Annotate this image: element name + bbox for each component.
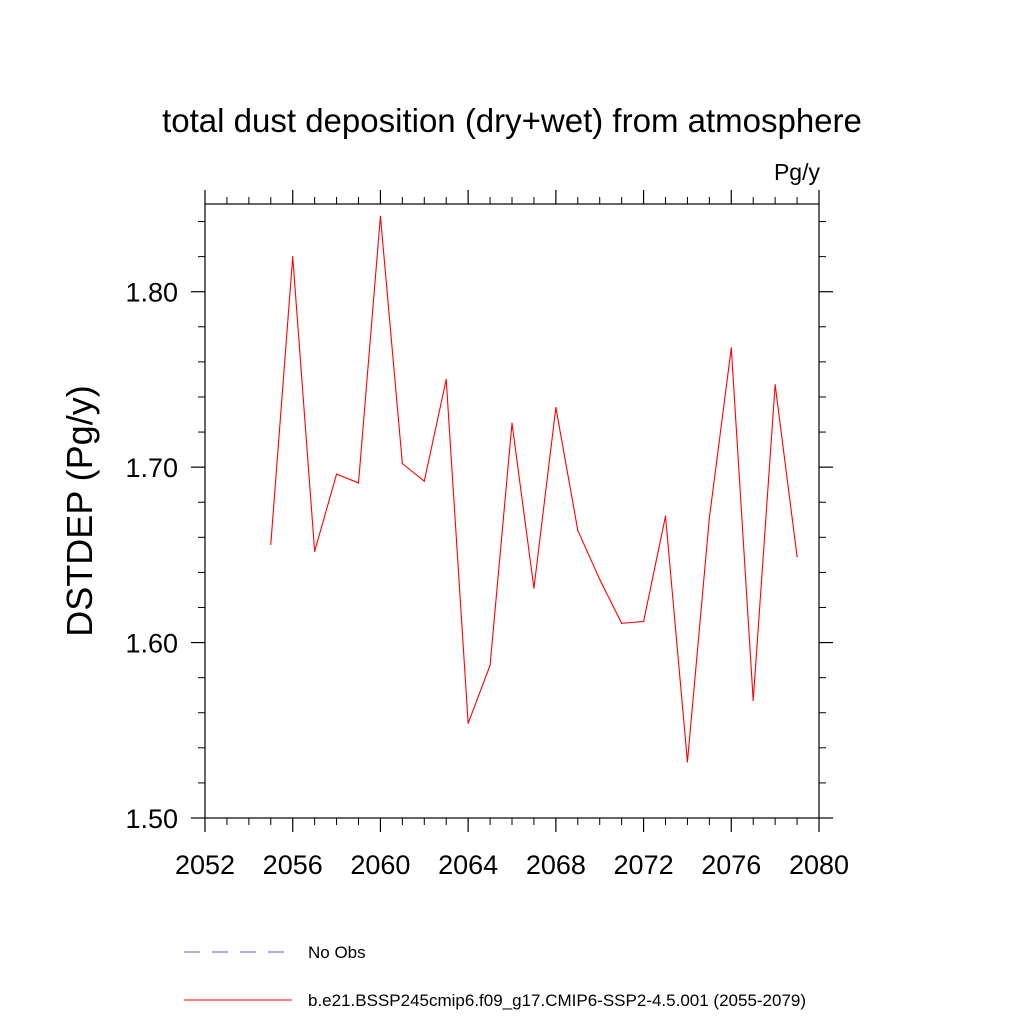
data-point: [357, 482, 360, 484]
data-point: [379, 215, 382, 217]
data-point: [445, 378, 447, 381]
data-point: [686, 761, 689, 763]
data-point: [423, 480, 425, 482]
x-tick-label: 2056: [263, 850, 323, 880]
data-point: [401, 463, 403, 465]
data-point: [555, 406, 557, 409]
data-point: [314, 550, 316, 552]
data-point: [577, 529, 579, 531]
data-point: [752, 699, 754, 702]
y-tick-label: 1.60: [125, 629, 178, 659]
chart-title: total dust deposition (dry+wet) from atm…: [162, 102, 862, 139]
y-axis-label: DSTDEP (Pg/y): [59, 385, 100, 636]
data-point: [511, 422, 513, 424]
x-tick-label: 2076: [701, 850, 761, 880]
data-point: [599, 578, 601, 581]
y-tick-label: 1.80: [125, 278, 178, 308]
x-tick-label: 2052: [175, 850, 235, 880]
data-point: [621, 622, 623, 624]
major-ticks: [191, 190, 833, 832]
plot-frame: [204, 203, 820, 819]
series-layer: [270, 215, 798, 763]
data-point: [292, 256, 294, 258]
data-point: [533, 587, 535, 589]
x-tick-label: 2064: [438, 850, 498, 880]
data-point: [730, 347, 732, 349]
data-point: [664, 515, 667, 517]
data-point: [270, 543, 272, 545]
series-line-1: [270, 216, 798, 762]
x-tick-label: 2060: [350, 850, 410, 880]
y-tick-label: 1.50: [125, 804, 178, 834]
data-point: [642, 620, 645, 623]
data-point: [467, 722, 469, 724]
data-point: [489, 664, 491, 666]
legend: No Obs b.e21.BSSP245cmip6.f09_g17.CMIP6-S…: [184, 943, 806, 1010]
legend-label-1: b.e21.BSSP245cmip6.f09_g17.CMIP6-SSP2-4.…: [308, 991, 806, 1010]
x-tick-label: 2072: [614, 850, 674, 880]
data-point: [796, 556, 798, 558]
legend-label-0: No Obs: [308, 943, 366, 962]
data-point: [335, 473, 338, 475]
x-tick-label: 2068: [526, 850, 586, 880]
x-tick-label: 2080: [789, 850, 849, 880]
data-point: [708, 517, 710, 519]
minor-ticks: [198, 197, 826, 825]
y-tick-label: 1.70: [125, 453, 178, 483]
units-label: Pg/y: [774, 159, 821, 185]
x-tick-labels: 2052 2056 2060 2064 2068 2072 2076 2080: [175, 850, 849, 880]
y-tick-labels: 1.50 1.60 1.70 1.80: [125, 278, 178, 834]
data-point: [774, 384, 776, 386]
